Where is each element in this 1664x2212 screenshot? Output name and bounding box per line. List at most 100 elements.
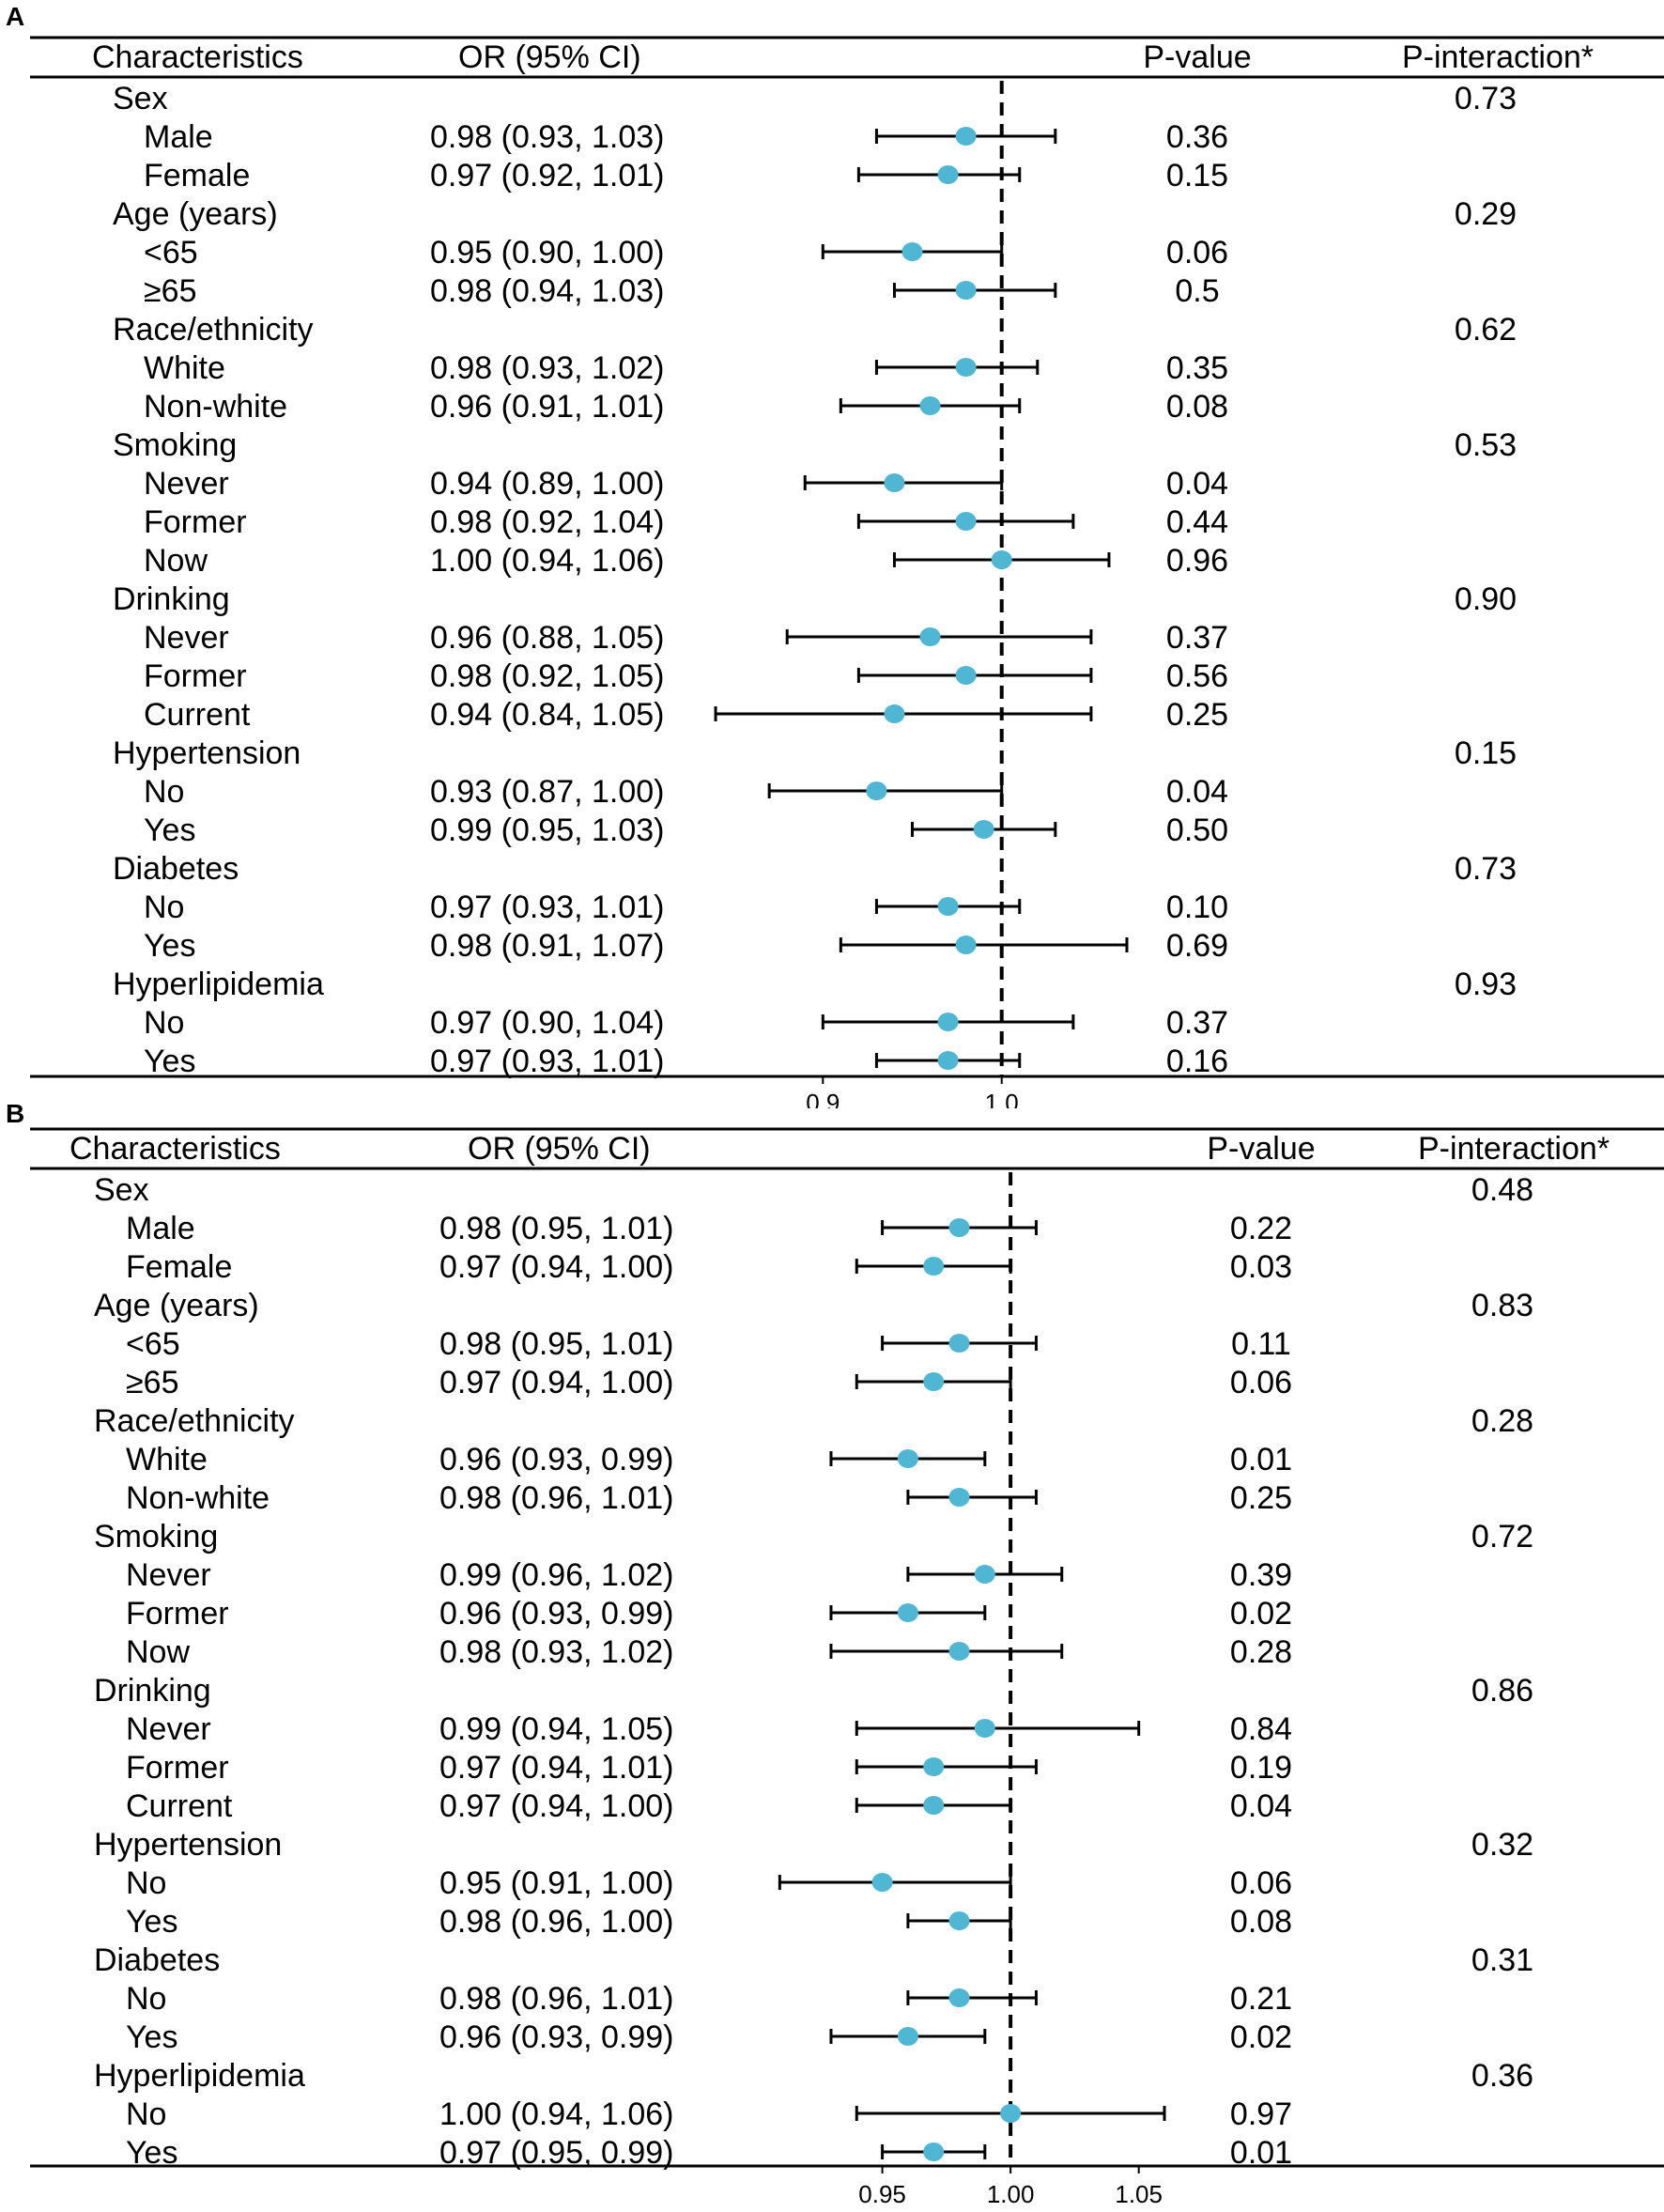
forest-plot-panel-a: A Characteristics OR (95% CI) P-value P-int…	[6, 2, 1664, 1108]
or-ci-text: 0.99 (0.94, 1.05)	[439, 1711, 674, 1747]
subgroup-label: Former	[126, 1596, 229, 1632]
p-value: 0.37	[1166, 1005, 1228, 1041]
subgroup-label: Yes	[144, 928, 195, 964]
axis-tick-label: 0.95	[858, 2180, 906, 2208]
point-estimate	[974, 1565, 995, 1584]
group-label: Age (years)	[113, 196, 278, 232]
point-estimate	[937, 1051, 959, 1070]
point-estimate	[948, 1334, 970, 1353]
or-ci-text: 0.98 (0.93, 1.02)	[439, 1634, 674, 1670]
p-value: 0.36	[1166, 119, 1228, 155]
subgroup-label: <65	[144, 235, 198, 271]
point-estimate	[923, 1796, 945, 1815]
p-interaction-value: 0.29	[1455, 196, 1517, 232]
point-estimate	[948, 1488, 970, 1507]
or-ci-text: 0.96 (0.88, 1.05)	[430, 620, 665, 656]
p-interaction-value: 0.86	[1471, 1673, 1533, 1709]
point-estimate	[919, 627, 941, 646]
point-estimate	[948, 1218, 970, 1237]
point-estimate	[897, 2027, 918, 2046]
subgroup-label: Now	[126, 1634, 190, 1670]
subgroup-label: No	[144, 889, 184, 925]
point-estimate	[871, 1873, 893, 1892]
subgroup-label: Former	[144, 504, 247, 540]
or-ci-text: 0.97 (0.94, 1.00)	[439, 1788, 674, 1824]
subgroup-label: Non-white	[144, 389, 287, 425]
point-estimate	[897, 1603, 918, 1622]
group-label: Drinking	[94, 1673, 211, 1709]
subgroup-label: Yes	[126, 1904, 177, 1940]
subgroup-label: Former	[144, 658, 247, 694]
or-ci-text: 0.97 (0.90, 1.04)	[430, 1005, 665, 1041]
subgroup-label: <65	[126, 1326, 180, 1362]
point-estimate	[1000, 2104, 1022, 2123]
group-label: Diabetes	[94, 1942, 220, 1978]
point-estimate	[937, 897, 959, 916]
p-value: 0.16	[1166, 1044, 1228, 1079]
or-ci-text: 0.99 (0.96, 1.02)	[439, 1557, 674, 1593]
group-label: Race/ethnicity	[94, 1403, 295, 1439]
point-estimate	[955, 666, 977, 685]
p-value: 0.84	[1230, 1711, 1292, 1747]
p-interaction-value: 0.73	[1455, 851, 1517, 887]
p-value: 0.56	[1166, 658, 1228, 694]
subgroup-label: Female	[144, 158, 250, 193]
point-estimate	[955, 512, 977, 531]
or-ci-text: 0.97 (0.94, 1.01)	[439, 1750, 674, 1786]
or-ci-text: 0.98 (0.93, 1.02)	[430, 350, 665, 386]
p-interaction-value: 0.48	[1471, 1172, 1533, 1208]
group-label: Hypertension	[94, 1827, 282, 1863]
axis-tick-label: 1.05	[1115, 2180, 1163, 2208]
p-value: 0.39	[1230, 1557, 1292, 1593]
or-ci-text: 0.97 (0.94, 1.00)	[439, 1365, 674, 1400]
header-or-ci: OR (95% CI)	[468, 1131, 651, 1167]
point-estimate	[955, 281, 977, 300]
header-p-interaction: P-interaction*	[1418, 1131, 1610, 1167]
p-value: 0.5	[1175, 273, 1219, 309]
subgroup-label: Female	[126, 1249, 232, 1285]
point-estimate	[923, 2142, 945, 2161]
point-estimate	[973, 820, 994, 839]
p-value: 0.96	[1166, 543, 1228, 579]
p-value: 0.35	[1166, 350, 1228, 386]
or-ci-text: 0.98 (0.95, 1.01)	[439, 1326, 674, 1362]
p-interaction-value: 0.36	[1471, 2058, 1533, 2094]
group-label: Race/ethnicity	[113, 312, 314, 348]
or-ci-text: 0.98 (0.94, 1.03)	[430, 273, 665, 309]
subgroup-label: White	[144, 350, 225, 386]
group-label: Age (years)	[94, 1288, 259, 1323]
or-ci-text: 0.97 (0.92, 1.01)	[430, 158, 665, 193]
header-p-value: P-value	[1207, 1131, 1315, 1167]
point-estimate	[884, 473, 905, 492]
point-estimate	[901, 242, 923, 261]
or-ci-text: 0.94 (0.89, 1.00)	[430, 466, 665, 502]
p-interaction-value: 0.90	[1455, 581, 1517, 617]
or-ci-text: 0.96 (0.93, 0.99)	[439, 1442, 674, 1477]
p-interaction-value: 0.62	[1455, 312, 1517, 348]
p-value: 0.28	[1230, 1634, 1292, 1670]
point-estimate	[897, 1449, 918, 1468]
group-label: Hyperlipidemia	[94, 2058, 305, 2094]
point-estimate	[948, 1911, 970, 1930]
subgroup-label: No	[126, 1981, 166, 2017]
point-estimate	[884, 704, 905, 723]
subgroup-label: Yes	[126, 2019, 177, 2055]
forest-plot-b: Characteristics OR (95% CI) P-value P-inter…	[30, 1127, 1664, 2208]
p-interaction-value: 0.15	[1455, 735, 1517, 771]
p-value: 0.10	[1166, 889, 1228, 925]
subgroup-label: Male	[126, 1211, 195, 1246]
p-interaction-value: 0.31	[1471, 1942, 1533, 1978]
point-estimate	[919, 396, 941, 415]
p-interaction-value: 0.28	[1471, 1403, 1533, 1439]
p-value: 0.37	[1166, 620, 1228, 656]
group-label: Hypertension	[113, 735, 300, 771]
p-interaction-value: 0.72	[1471, 1519, 1533, 1555]
or-ci-text: 0.98 (0.96, 1.01)	[439, 1981, 674, 2017]
point-estimate	[974, 1719, 995, 1738]
header-characteristics: Characteristics	[92, 39, 303, 75]
p-value: 0.21	[1230, 1981, 1292, 2017]
or-ci-text: 0.96 (0.93, 0.99)	[439, 1596, 674, 1632]
subgroup-label: Never	[126, 1557, 211, 1593]
group-label: Smoking	[113, 427, 237, 463]
group-label: Drinking	[113, 581, 230, 617]
